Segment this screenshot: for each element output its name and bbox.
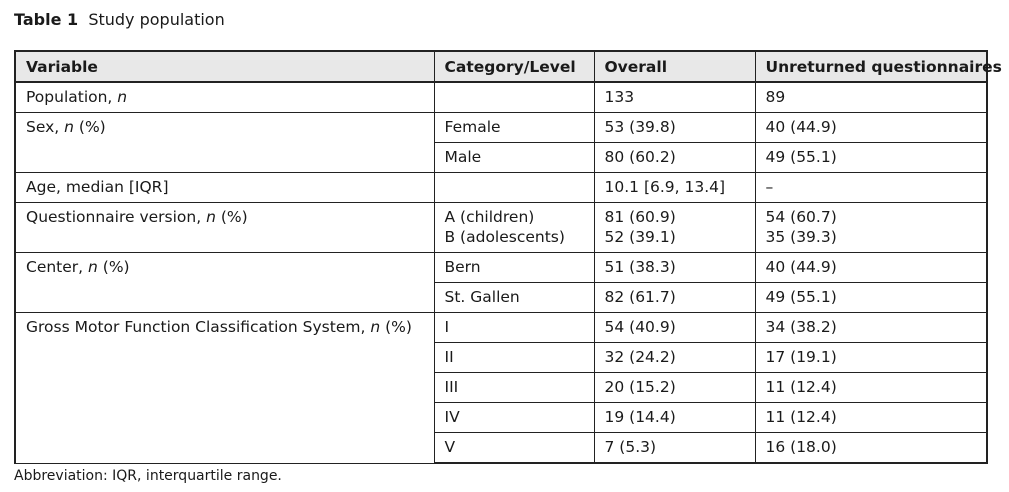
table-row: Male 80 (60.2) 49 (55.1) bbox=[15, 142, 988, 173]
overall-cell: 53 (39.8) bbox=[593, 112, 756, 143]
overall-cell: 7 (5.3) bbox=[593, 432, 756, 464]
category-cell: III bbox=[433, 372, 595, 403]
overall-cell: 20 (15.2) bbox=[593, 372, 756, 403]
unreturned-cell: 49 (55.1) bbox=[754, 282, 988, 313]
variable-cell: Questionnaire version, n (%) bbox=[14, 202, 435, 253]
overall-cell: 51 (38.3) bbox=[593, 252, 756, 283]
unreturned-cell: 40 (44.9) bbox=[754, 112, 988, 143]
category-cell: I bbox=[433, 312, 595, 343]
table-row: Population, n 133 89 bbox=[14, 81, 988, 113]
overall-cell: 19 (14.4) bbox=[593, 402, 756, 433]
unreturned-cell: – bbox=[754, 172, 988, 203]
unreturned-cell: 49 (55.1) bbox=[754, 142, 988, 173]
category-cell: V bbox=[433, 432, 595, 464]
unreturned-cell: 34 (38.2) bbox=[754, 312, 988, 343]
category-cell: A (children) B (adolescents) bbox=[433, 202, 595, 253]
column-header-category: Category/Level bbox=[433, 50, 595, 83]
unreturned-cell: 89 bbox=[754, 81, 988, 113]
unreturned-cell: 54 (60.7) 35 (39.3) bbox=[754, 202, 988, 253]
table-row: Center, n (%) Bern 51 (38.3) 40 (44.9) bbox=[14, 252, 988, 313]
table-row: IV 19 (14.4) 11 (12.4) bbox=[15, 402, 988, 433]
table-row: St. Gallen 82 (61.7) 49 (55.1) bbox=[15, 282, 988, 313]
table-row: Questionnaire version, n (%) A (children… bbox=[14, 202, 988, 253]
table-header-row: Variable Category/Level Overall Unreturn… bbox=[14, 50, 1002, 83]
table-row: Sex, n (%) Female 53 (39.8) 40 (44.9) bbox=[14, 112, 988, 173]
table-row: Gross Motor Function Classification Syst… bbox=[14, 312, 988, 464]
category-cell: Bern bbox=[433, 252, 595, 283]
table-row: V 7 (5.3) 16 (18.0) bbox=[15, 432, 988, 464]
study-population-table: Variable Category/Level Overall Unreturn… bbox=[14, 50, 1002, 464]
variable-cell: Population, n bbox=[14, 81, 435, 113]
category-cell: Male bbox=[433, 142, 595, 173]
table-footnote: Abbreviation: IQR, interquartile range. bbox=[14, 468, 282, 484]
unreturned-cell: 40 (44.9) bbox=[754, 252, 988, 283]
unreturned-cell: 11 (12.4) bbox=[754, 402, 988, 433]
category-cell bbox=[433, 81, 595, 113]
category-cell bbox=[433, 172, 595, 203]
variable-cell: Gross Motor Function Classification Syst… bbox=[14, 312, 435, 464]
category-cell: IV bbox=[433, 402, 595, 433]
table-row: III 20 (15.2) 11 (12.4) bbox=[15, 372, 988, 403]
overall-cell: 82 (61.7) bbox=[593, 282, 756, 313]
category-cell: II bbox=[433, 342, 595, 373]
overall-cell: 81 (60.9) 52 (39.1) bbox=[593, 202, 756, 253]
unreturned-cell: 17 (19.1) bbox=[754, 342, 988, 373]
column-header-unreturned: Unreturned questionnaires bbox=[754, 50, 1002, 83]
variable-cell: Age, median [IQR] bbox=[14, 172, 435, 203]
unreturned-cell: 16 (18.0) bbox=[754, 432, 988, 464]
overall-cell: 133 bbox=[593, 81, 756, 113]
table-number: Table 1 bbox=[14, 10, 79, 29]
table-title: Study population bbox=[88, 10, 225, 29]
table-caption: Table 1 Study population bbox=[14, 9, 225, 31]
overall-cell: 10.1 [6.9, 13.4] bbox=[593, 172, 756, 203]
overall-cell: 32 (24.2) bbox=[593, 342, 756, 373]
overall-cell: 54 (40.9) bbox=[593, 312, 756, 343]
column-header-variable: Variable bbox=[14, 50, 435, 83]
overall-cell: 80 (60.2) bbox=[593, 142, 756, 173]
table-row: Age, median [IQR] 10.1 [6.9, 13.4] – bbox=[14, 172, 988, 203]
variable-cell: Center, n (%) bbox=[14, 252, 435, 313]
column-header-overall: Overall bbox=[593, 50, 756, 83]
category-cell: Female bbox=[433, 112, 595, 143]
unreturned-cell: 11 (12.4) bbox=[754, 372, 988, 403]
table-row: II 32 (24.2) 17 (19.1) bbox=[15, 342, 988, 373]
category-cell: St. Gallen bbox=[433, 282, 595, 313]
variable-cell: Sex, n (%) bbox=[14, 112, 435, 173]
